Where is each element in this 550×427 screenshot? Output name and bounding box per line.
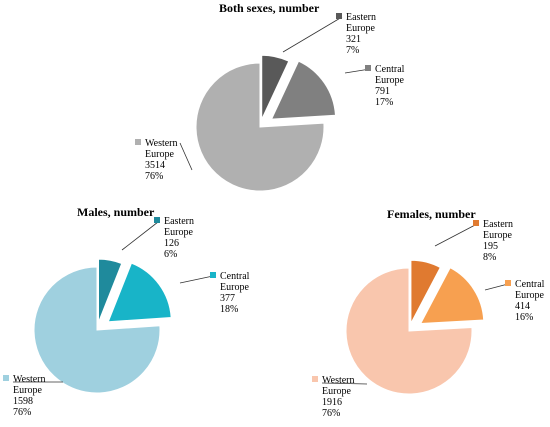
pie-slice-females-central-europe: [419, 267, 485, 324]
leader-line-males-eastern-europe: [121, 221, 159, 251]
data-label-females-western-europe-percent: 76%: [322, 408, 340, 419]
legend-key-females-eastern-europe: [473, 220, 479, 226]
data-label-females-western-europe-value: 1916: [322, 397, 342, 408]
data-label-males-western-europe-value: 1598: [13, 396, 33, 407]
data-label-both-sexes-central-europe-name-line-1: Central: [375, 64, 405, 75]
pie-slice-females-eastern-europe: [410, 259, 441, 324]
data-label-both-sexes-eastern-europe-name-line-2: Europe: [346, 23, 375, 34]
pie-slice-males-central-europe: [107, 262, 172, 323]
data-label-males-eastern-europe-name-line-2: Europe: [164, 227, 193, 238]
legend-key-both-sexes-eastern-europe: [336, 13, 342, 19]
data-label-both-sexes-central-europe-percent: 17%: [375, 97, 393, 108]
data-label-males-eastern-europe-percent: 6%: [164, 249, 177, 260]
legend-key-both-sexes-central-europe: [365, 65, 371, 71]
data-label-both-sexes-western-europe-value: 3514: [145, 160, 165, 171]
data-label-both-sexes-central-europe-value: 791: [375, 86, 390, 97]
chart-title-males: Males, number: [77, 205, 155, 219]
data-label-males-central-europe-percent: 18%: [220, 304, 238, 315]
data-label-females-eastern-europe-value: 195: [483, 241, 498, 252]
data-label-both-sexes-western-europe-name-line-1: Western: [145, 138, 178, 149]
legend-key-females-central-europe: [505, 280, 511, 286]
pie-slice-both-sexes-central-europe: [270, 60, 336, 120]
data-label-females-central-europe-name-line-2: Europe: [515, 290, 544, 301]
leader-line-females-eastern-europe: [434, 223, 478, 247]
data-label-both-sexes-western-europe-percent: 76%: [145, 171, 163, 182]
data-label-females-western-europe-name-line-2: Europe: [322, 386, 351, 397]
data-label-males-central-europe-value: 377: [220, 293, 235, 304]
data-label-females-eastern-europe-name-line-1: Eastern: [483, 219, 513, 230]
leader-line-females-western-europe: [321, 382, 368, 385]
pie-slice-both-sexes-western-europe: [195, 62, 325, 192]
data-label-males-western-europe-name-line-1: Western: [13, 374, 46, 385]
data-label-males-central-europe-name-line-1: Central: [220, 271, 250, 282]
data-label-males-western-europe-name-line-2: Europe: [13, 385, 42, 396]
data-label-both-sexes-eastern-europe-value: 321: [346, 34, 361, 45]
data-label-both-sexes-eastern-europe-percent: 7%: [346, 45, 359, 56]
leader-line-females-central-europe: [484, 283, 509, 291]
pie-slice-both-sexes-eastern-europe: [261, 54, 290, 120]
data-label-females-central-europe-percent: 16%: [515, 312, 533, 323]
data-label-females-central-europe-value: 414: [515, 301, 530, 312]
pie-slice-males-eastern-europe: [97, 258, 123, 323]
legend-key-males-eastern-europe: [154, 217, 160, 223]
leader-line-both-sexes-western-europe: [179, 142, 193, 171]
data-label-females-eastern-europe-name-line-2: Europe: [483, 230, 512, 241]
pie-slice-females-western-europe: [345, 267, 473, 395]
legend-key-males-central-europe: [210, 272, 216, 278]
data-label-males-eastern-europe-value: 126: [164, 238, 179, 249]
legend-key-females-western-europe: [312, 376, 318, 382]
data-label-both-sexes-central-europe-name-line-2: Europe: [375, 75, 404, 86]
legend-key-both-sexes-western-europe: [135, 139, 141, 145]
leader-line-males-central-europe: [179, 275, 214, 284]
data-label-males-western-europe-percent: 76%: [13, 407, 31, 418]
data-label-both-sexes-western-europe-name-line-2: Europe: [145, 149, 174, 160]
data-label-males-eastern-europe-name-line-1: Eastern: [164, 216, 194, 227]
data-label-females-central-europe-name-line-1: Central: [515, 279, 545, 290]
pie-marks-group: EasternEurope3217%CentralEurope79117%Wes…: [3, 12, 545, 419]
data-label-females-western-europe-name-line-1: Western: [322, 375, 355, 386]
data-label-males-central-europe-name-line-2: Europe: [220, 282, 249, 293]
chart-title-both-sexes: Both sexes, number: [219, 1, 320, 15]
legend-key-males-western-europe: [3, 375, 9, 381]
leader-line-both-sexes-eastern-europe: [282, 16, 343, 53]
data-label-females-eastern-europe-percent: 8%: [483, 252, 496, 263]
pie-slice-males-western-europe: [33, 266, 161, 394]
data-label-both-sexes-eastern-europe-name-line-1: Eastern: [346, 12, 376, 23]
chart-title-females: Females, number: [387, 207, 476, 221]
